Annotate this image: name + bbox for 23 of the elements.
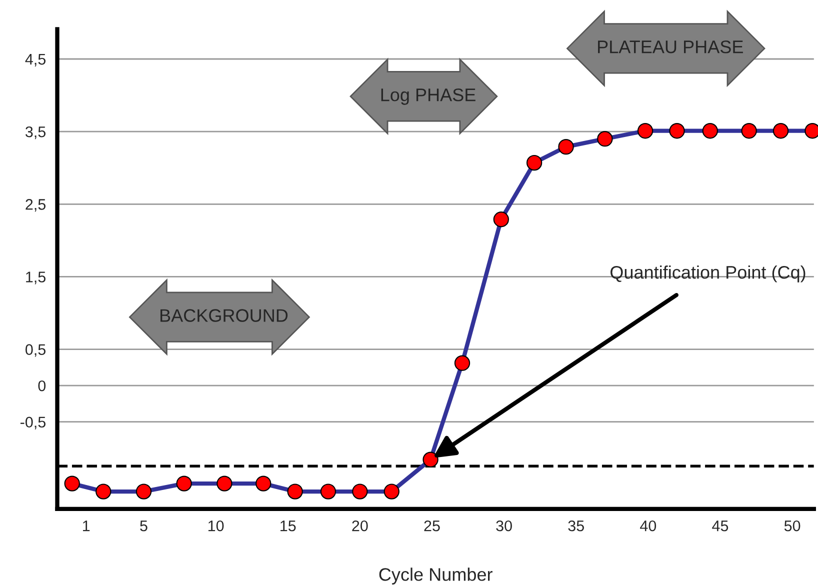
- x-tick-label: 45: [712, 520, 728, 532]
- x-tick-label: 10: [208, 520, 224, 532]
- x-tick-label: 1: [83, 520, 90, 532]
- y-tick-label: -0,5: [20, 416, 46, 430]
- x-tick-label: 35: [568, 520, 584, 532]
- y-tick-label: 1,5: [26, 272, 46, 284]
- annotation: BACKGROUND: [160, 309, 288, 322]
- y-tick-label: 3,5: [25, 126, 46, 140]
- x-tick-label: 5: [140, 520, 148, 532]
- annotation: Quantification Point (Cq): [610, 265, 806, 282]
- y-tick-label: 2,5: [26, 199, 46, 212]
- y-tick-label: 0,5: [26, 344, 46, 357]
- x-axis-title: Cycle Number: [379, 568, 492, 584]
- annotation: PLATEAU PHASE: [598, 40, 743, 54]
- y-tick-label: 4,5: [25, 54, 46, 66]
- x-tick-label: 20: [352, 520, 368, 532]
- y-tick-label: 0: [38, 380, 46, 392]
- x-tick-label: 40: [640, 520, 656, 532]
- x-tick-label: 15: [280, 520, 296, 532]
- x-tick-label: 50: [784, 520, 800, 532]
- x-tick-label: 30: [496, 520, 512, 532]
- annotation: Log PHASE: [381, 88, 476, 105]
- x-tick-label: 25: [424, 520, 440, 532]
